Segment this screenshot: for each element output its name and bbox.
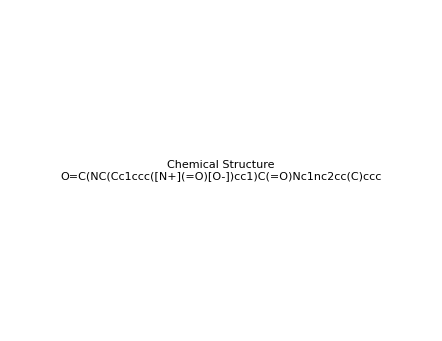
Text: Chemical Structure
O=C(NC(Cc1ccc([N+](=O)[O-])cc1)C(=O)Nc1nc2cc(C)ccc: Chemical Structure O=C(NC(Cc1ccc([N+](=O… <box>60 160 382 181</box>
